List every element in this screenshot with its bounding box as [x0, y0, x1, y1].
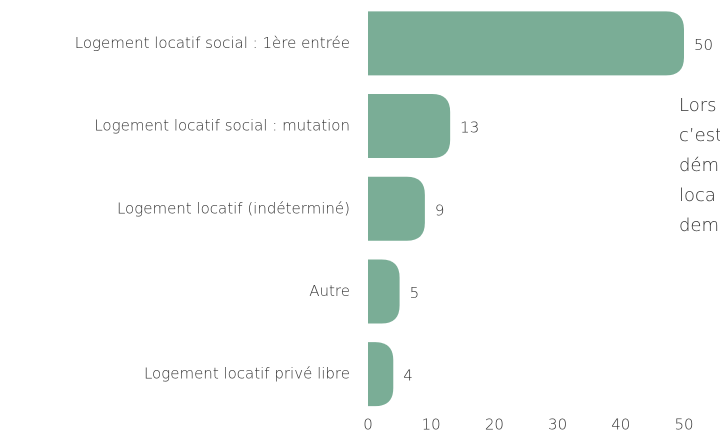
x-tick-label: 30 [548, 416, 567, 434]
bar [368, 94, 451, 159]
x-tick-label: 0 [363, 416, 373, 434]
bar [368, 342, 394, 407]
annotation: dem [679, 215, 719, 236]
y-tick-label: Logement locatif social : mutation [94, 117, 350, 135]
y-tick-label: Logement locatif privé libre [144, 365, 350, 383]
value-label: 13 [460, 119, 479, 137]
x-tick-label: 20 [485, 416, 504, 434]
bar [368, 176, 425, 241]
bar [368, 259, 400, 324]
annotation: dém [679, 155, 719, 176]
bar [368, 11, 684, 76]
annotation: loca [679, 185, 716, 206]
y-tick-label: Autre [309, 282, 350, 300]
x-tick-label: 50 [674, 416, 693, 434]
value-label: 5 [410, 284, 420, 302]
x-tick-label: 40 [611, 416, 630, 434]
value-label: 50 [694, 36, 713, 54]
x-tick-label: 10 [422, 416, 441, 434]
annotation: Lors [679, 95, 717, 116]
y-tick-label: Logement locatif social : 1ère entrée [75, 34, 350, 52]
value-label: 9 [435, 201, 445, 219]
value-label: 4 [403, 367, 413, 385]
y-tick-label: Logement locatif (indéterminé) [117, 199, 350, 217]
annotation: c’est [679, 125, 720, 146]
